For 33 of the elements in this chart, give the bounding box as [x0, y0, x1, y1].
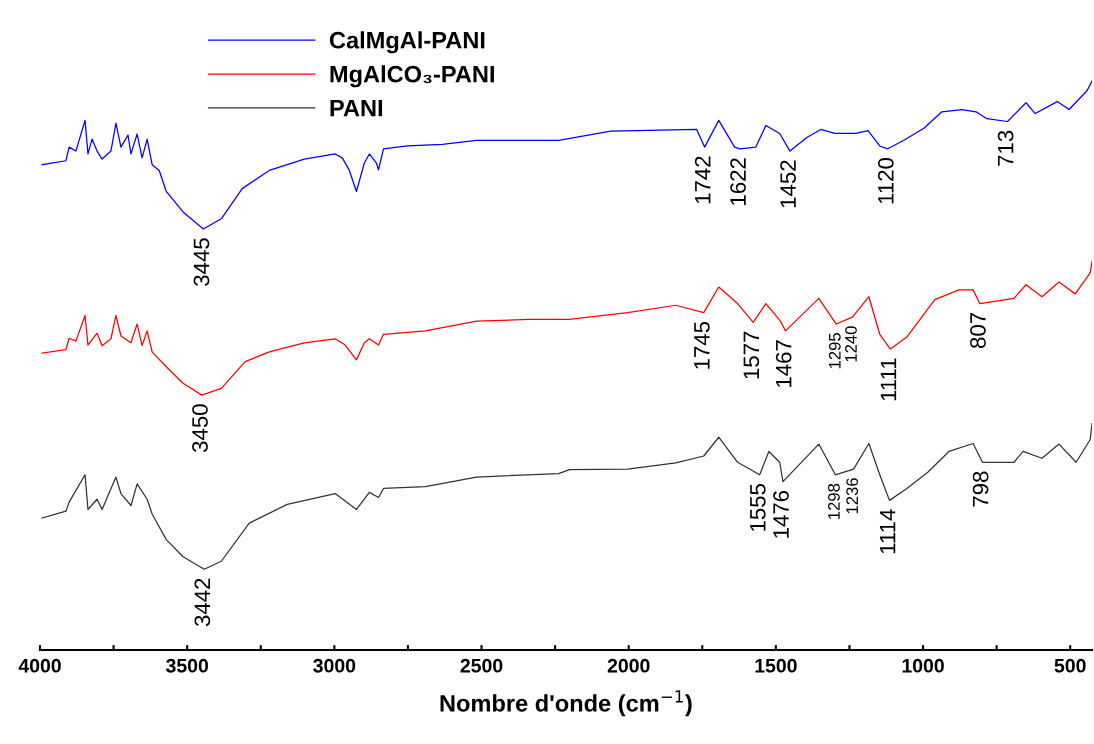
x-tick-label: 500	[1054, 658, 1086, 673]
annotation: 3445	[193, 238, 210, 286]
x-tick-label: 3500	[165, 658, 209, 673]
x-tick-label: 1500	[755, 658, 797, 673]
annotation: 1295	[828, 333, 841, 369]
x-axis-title: Nombre d'onde (cm$^{−1}$)	[440, 690, 692, 717]
annotation: 1452	[780, 160, 796, 208]
annotation: 1577	[743, 331, 760, 379]
legend-label: PANI	[330, 99, 383, 117]
annotation: 1622	[730, 158, 746, 205]
annotation: 807	[970, 312, 986, 348]
annotation: 3442	[194, 578, 211, 627]
annotation: 1745	[694, 321, 710, 369]
x-tick-label: 2500	[460, 658, 503, 673]
annotation: 1298	[828, 483, 840, 519]
annotation: 3450	[192, 404, 208, 453]
x-tick-label: 2000	[607, 658, 650, 673]
x-tick-label: 1000	[902, 658, 944, 673]
annotation: 1467	[775, 340, 792, 387]
annotation: 713	[997, 130, 1014, 166]
annotation: 1240	[845, 326, 857, 362]
annotation: 798	[972, 471, 989, 507]
x-tick-label: 4000	[18, 658, 61, 673]
annotation: 1236	[846, 478, 859, 514]
annotation: 1111	[880, 358, 897, 401]
annotation: 1120	[877, 158, 894, 204]
x-tick-label: 3000	[313, 658, 356, 673]
annotation: 1555	[750, 484, 766, 531]
annotation: 1476	[773, 490, 789, 538]
annotation: 1742	[694, 156, 711, 204]
annotation: 1114	[879, 509, 896, 554]
legend-label: CalMgAl-PANI	[329, 31, 485, 54]
legend-label: MgAlCO₃-PANI	[330, 65, 494, 88]
